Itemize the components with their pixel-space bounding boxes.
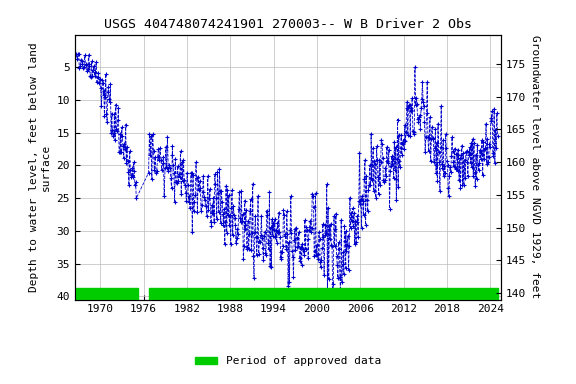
Y-axis label: Depth to water level, feet below land
surface: Depth to water level, feet below land su… [29,42,51,292]
Y-axis label: Groundwater level above NGVD 1929, feet: Groundwater level above NGVD 1929, feet [530,35,540,299]
Title: USGS 404748074241901 270003-- W B Driver 2 Obs: USGS 404748074241901 270003-- W B Driver… [104,18,472,31]
Legend: Period of approved data: Period of approved data [191,352,385,371]
